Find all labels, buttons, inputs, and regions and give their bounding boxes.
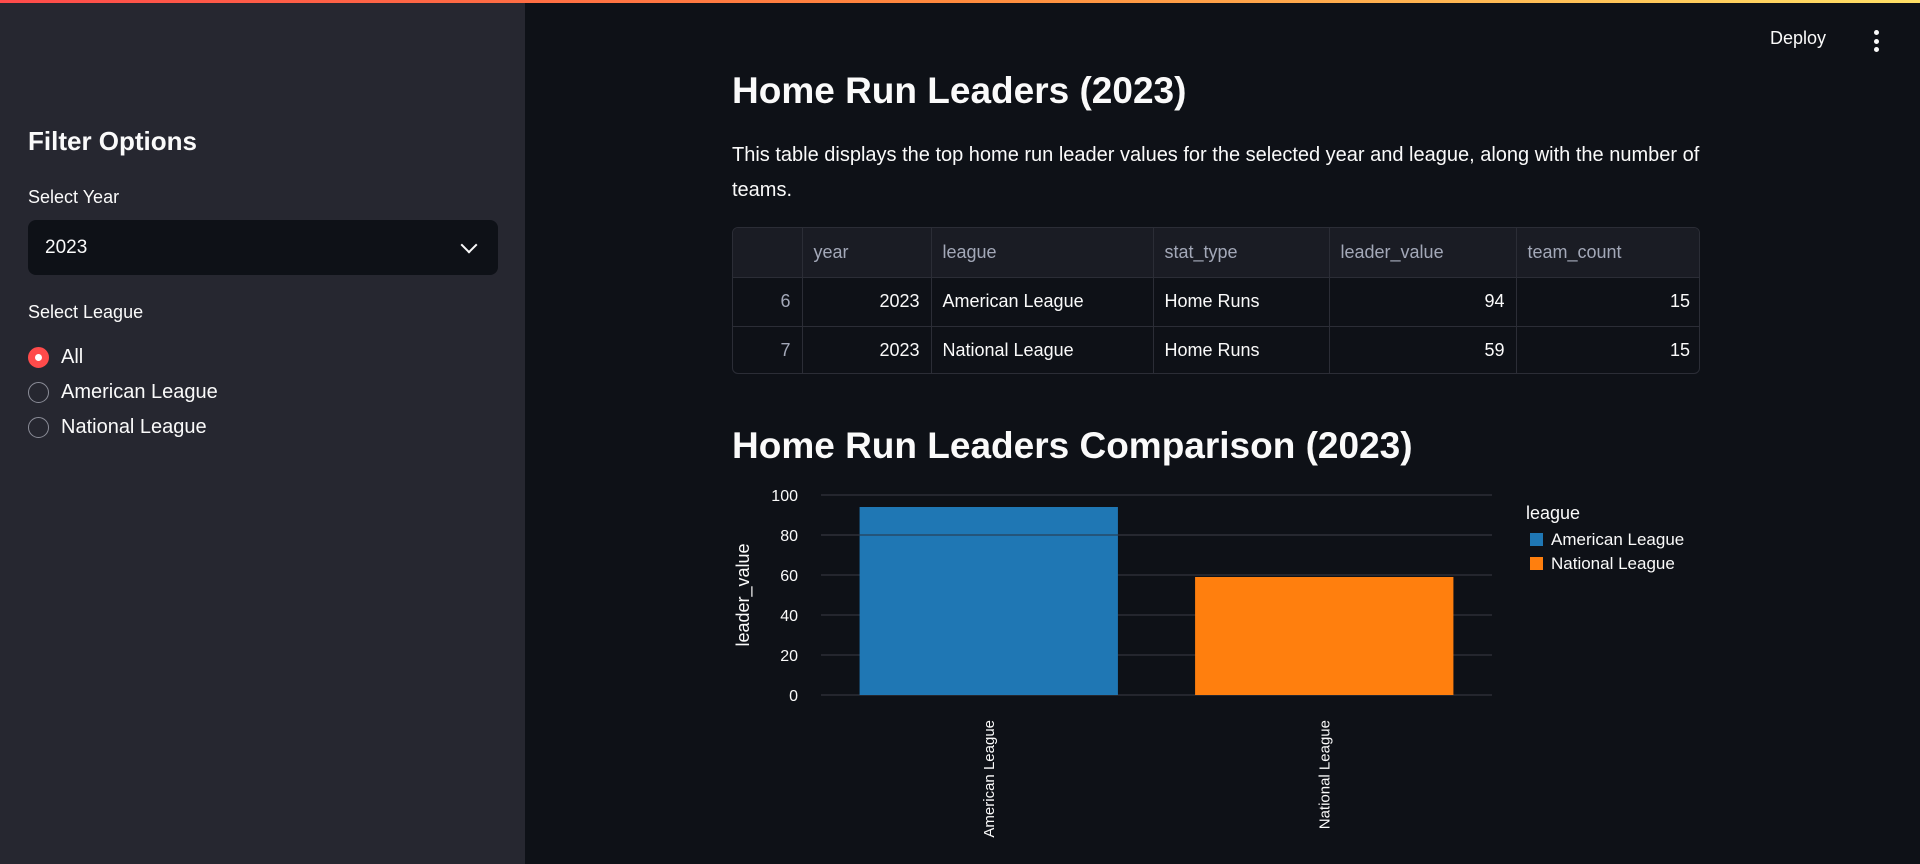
table-cell-year[interactable]: 2023 <box>802 277 932 327</box>
table-row[interactable]: 7 2023 National League Home Runs 59 15 <box>733 326 1699 373</box>
radio-label[interactable]: All <box>61 346 84 368</box>
table-cell-league[interactable]: American League <box>931 277 1154 327</box>
chart-y-tick-label: 60 <box>780 568 798 585</box>
chart-bar[interactable] <box>1195 577 1454 695</box>
league-radio-group: All American League National League <box>28 340 218 445</box>
table-cell-stat-type[interactable]: Home Runs <box>1153 277 1330 327</box>
data-table[interactable]: year league stat_type leader_value team_… <box>732 227 1700 374</box>
radio-label[interactable]: National League <box>61 416 207 438</box>
chart-legend-item[interactable]: National League <box>1551 554 1675 573</box>
chevron-down-icon[interactable] <box>460 236 478 253</box>
table-row[interactable]: 6 2023 American League Home Runs 94 15 <box>733 277 1699 327</box>
deploy-button[interactable]: Deploy <box>1770 28 1827 48</box>
chart-bar[interactable] <box>859 507 1118 695</box>
chart-legend-swatch[interactable] <box>1530 533 1543 546</box>
table-cell-index[interactable]: 7 <box>733 326 803 373</box>
year-select-value: 2023 <box>45 236 88 258</box>
table-cell-leader-value[interactable]: 59 <box>1329 326 1517 373</box>
sidebar-title: Filter Options <box>28 126 197 156</box>
chart-legend-title: league <box>1526 503 1580 523</box>
chart-x-tick-label: American League <box>981 720 998 838</box>
page-description: This table displays the top home run lea… <box>732 144 1700 201</box>
bar-chart[interactable]: 0 20 40 60 80 100 American League National Leag… <box>725 480 1725 864</box>
table-cell-year[interactable]: 2023 <box>802 326 932 373</box>
league-option-american[interactable]: American League <box>28 375 218 410</box>
table-cell-leader-value[interactable]: 94 <box>1329 277 1517 327</box>
chart-legend-swatch[interactable] <box>1530 557 1543 570</box>
table-cell-index[interactable]: 6 <box>733 277 803 327</box>
league-select-label: Select League <box>28 302 144 322</box>
chart-legend-item[interactable]: American League <box>1551 530 1684 549</box>
table-cell-team-count[interactable]: 15 <box>1516 277 1699 327</box>
top-decoration-stripe <box>0 0 1920 3</box>
chart-y-tick-label: 80 <box>780 528 798 545</box>
radio-unchecked-icon[interactable] <box>28 382 49 403</box>
radio-checked-icon[interactable] <box>28 347 49 368</box>
sidebar: Filter Options Select Year 2023 Select L… <box>0 0 525 864</box>
table-header-row: year league stat_type leader_value team_… <box>733 228 1699 278</box>
table-header-index[interactable] <box>733 228 803 278</box>
year-select-label: Select Year <box>28 187 120 207</box>
league-option-all[interactable]: All <box>28 340 218 375</box>
table-header-stat-type[interactable]: stat_type <box>1153 228 1330 278</box>
chart-x-tick-label: National League <box>1316 720 1333 829</box>
table-cell-stat-type[interactable]: Home Runs <box>1153 326 1330 373</box>
table-header-team-count[interactable]: team_count <box>1516 228 1699 278</box>
chart-y-axis-label: leader_value <box>733 543 754 646</box>
radio-label[interactable]: American League <box>61 381 218 403</box>
table-header-leader-value[interactable]: leader_value <box>1329 228 1517 278</box>
table-header-league[interactable]: league <box>931 228 1154 278</box>
table-header-year[interactable]: year <box>802 228 932 278</box>
radio-unchecked-icon[interactable] <box>28 417 49 438</box>
more-vertical-icon[interactable] <box>1873 30 1879 52</box>
year-select[interactable]: 2023 <box>28 220 498 275</box>
league-option-national[interactable]: National League <box>28 410 218 445</box>
chart-y-tick-label: 40 <box>780 608 798 625</box>
chart-y-tick-label: 100 <box>771 488 798 505</box>
chart-y-tick-label: 0 <box>789 688 798 705</box>
chart-heading: Home Run Leaders Comparison (2023) <box>732 425 1413 466</box>
table-cell-league[interactable]: National League <box>931 326 1154 373</box>
chart-y-tick-label: 20 <box>780 648 798 665</box>
table-cell-team-count[interactable]: 15 <box>1669 340 1690 361</box>
page-title: Home Run Leaders (2023) <box>732 70 1187 111</box>
